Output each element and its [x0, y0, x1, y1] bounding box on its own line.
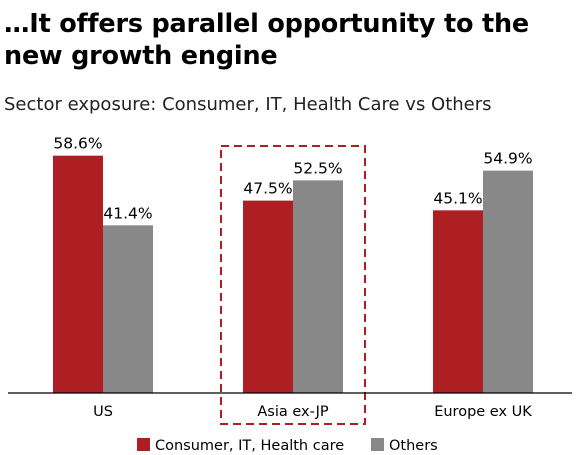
data-label-asia-ex-jp-others: 52.5% — [293, 159, 342, 177]
bar-us-consumer-it-health-care — [53, 155, 103, 393]
bar-asia-ex-jp-others — [293, 180, 343, 393]
chart-title: …It offers parallel opportunity to the n… — [4, 8, 574, 72]
data-label-us-others: 41.4% — [103, 204, 152, 222]
chart-title-line-2: new growth engine — [4, 41, 278, 71]
highlight-dashed-box — [220, 145, 366, 425]
bar-us-others — [103, 225, 153, 393]
legend-label-consumer-it-health-care: Consumer, IT, Health care — [155, 438, 344, 454]
bar-europe-ex-uk-others — [483, 170, 533, 393]
bar-europe-ex-uk-consumer-it-health-care — [433, 210, 483, 393]
legend-swatch-consumer-it-health-care — [137, 438, 150, 451]
chart-subtitle: Sector exposure: Consumer, IT, Health Ca… — [4, 94, 492, 115]
x-tick-label-asia-ex-jp: Asia ex-JP — [257, 404, 329, 420]
data-label-europe-ex-uk-consumer-it-health-care: 45.1% — [433, 189, 482, 207]
bar-asia-ex-jp-consumer-it-health-care — [243, 200, 293, 393]
data-label-us-consumer-it-health-care: 58.6% — [53, 135, 102, 153]
x-tick-label-europe-ex-uk: Europe ex UK — [434, 404, 532, 420]
chart-title-line-1: …It offers parallel opportunity to the — [4, 9, 529, 39]
data-label-asia-ex-jp-consumer-it-health-care: 47.5% — [243, 180, 292, 198]
data-label-europe-ex-uk-others: 54.9% — [483, 150, 532, 168]
legend-label-others: Others — [389, 438, 438, 454]
legend-swatch-others — [371, 438, 384, 451]
x-tick-label-us: US — [93, 404, 113, 420]
